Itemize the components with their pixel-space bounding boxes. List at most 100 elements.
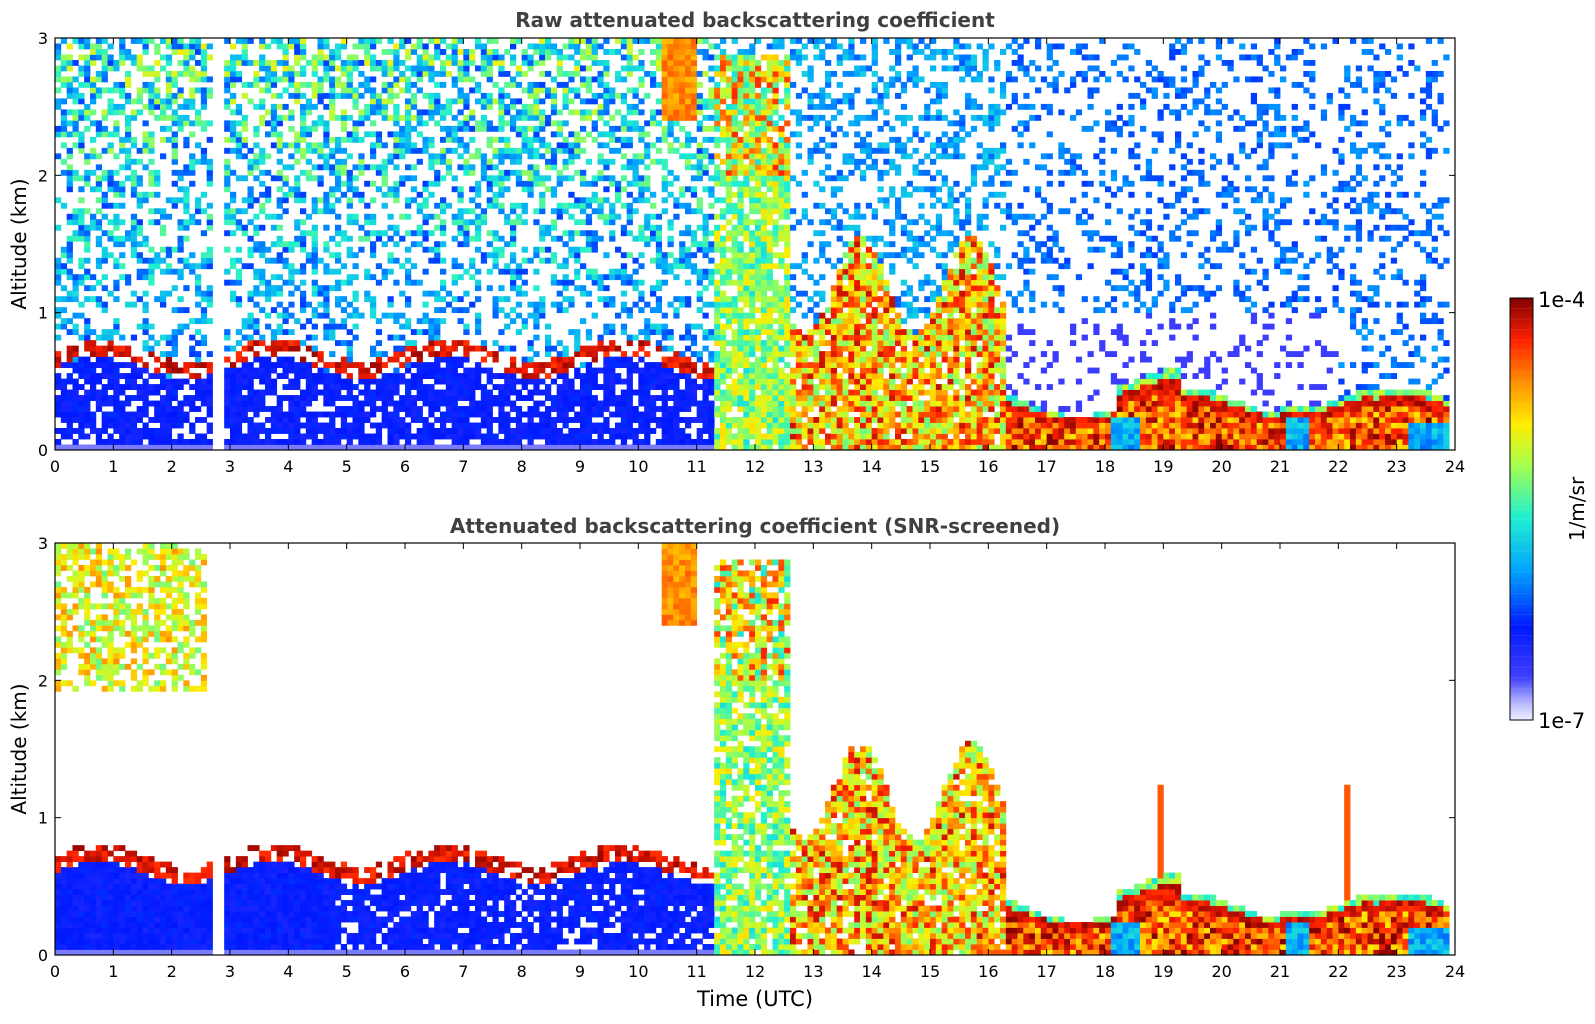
heatmap-cell [393, 54, 400, 61]
heatmap-cell [265, 81, 272, 88]
heatmap-cell [177, 268, 184, 275]
heatmap-cell [235, 76, 243, 83]
heatmap-cell [568, 356, 575, 363]
heatmap-cell [101, 65, 108, 72]
heatmap-cell [119, 334, 126, 341]
heatmap-cell [737, 290, 744, 297]
heatmap-cell [644, 197, 651, 204]
heatmap-cell [714, 312, 721, 319]
heatmap-cell [469, 345, 476, 352]
heatmap-cell [288, 406, 295, 412]
heatmap-cell [84, 389, 91, 396]
heatmap-cell [702, 230, 709, 237]
heatmap-cell [160, 98, 167, 105]
heatmap-cell [189, 384, 196, 390]
heatmap-cell [340, 406, 348, 412]
heatmap-cell [393, 384, 400, 390]
heatmap-cell [66, 433, 73, 440]
heatmap-cell [720, 169, 727, 176]
heatmap-cell [556, 411, 563, 418]
heatmap-cell [568, 252, 575, 259]
heatmap-cell [253, 422, 260, 429]
heatmap-cell [638, 197, 645, 204]
heatmap-cell [650, 362, 657, 368]
heatmap-cell [393, 147, 400, 154]
heatmap-cell [515, 439, 523, 445]
heatmap-cell [329, 439, 336, 445]
heatmap-cell [515, 219, 523, 226]
heatmap-cell [410, 175, 418, 182]
heatmap-cell [725, 54, 733, 61]
heatmap-cell [615, 274, 622, 281]
heatmap-cell [107, 384, 114, 390]
heatmap-cell [696, 120, 703, 127]
heatmap-cell [148, 334, 155, 341]
heatmap-cell [329, 164, 336, 171]
heatmap-cell [235, 373, 243, 379]
heatmap-cell [504, 411, 511, 418]
heatmap-cell [171, 246, 178, 253]
heatmap-cell [323, 444, 330, 450]
heatmap-cell [498, 400, 505, 407]
heatmap-cell [580, 384, 587, 390]
heatmap-cell [714, 175, 721, 182]
heatmap-cell [737, 213, 744, 220]
heatmap-cell [422, 439, 429, 445]
heatmap-cell [434, 400, 441, 407]
heatmap-cell [171, 389, 178, 396]
heatmap-cell [492, 400, 499, 407]
heatmap-cell [119, 406, 126, 412]
heatmap-cell [743, 340, 750, 347]
heatmap-cell [434, 224, 441, 231]
heatmap-cell [241, 318, 248, 325]
heatmap-cell [638, 65, 645, 72]
heatmap-cell [119, 87, 126, 94]
heatmap-cell [195, 219, 202, 226]
heatmap-cell [463, 422, 470, 429]
heatmap-cell [667, 345, 674, 352]
heatmap-cell [60, 114, 68, 121]
heatmap-cell [550, 120, 558, 127]
heatmap-cell [655, 444, 663, 450]
heatmap-cell [305, 345, 313, 352]
heatmap-cell [393, 411, 400, 418]
heatmap-cell [615, 197, 622, 204]
heatmap-cell [323, 268, 330, 275]
heatmap-cell [375, 279, 383, 286]
heatmap-cell [533, 285, 540, 292]
heatmap-cell [305, 59, 313, 66]
heatmap-cell [60, 169, 68, 176]
heatmap-cell [84, 114, 91, 121]
heatmap-cell [667, 428, 674, 434]
heatmap-cell [591, 351, 598, 358]
heatmap-cell [276, 120, 283, 127]
heatmap-cell [300, 147, 307, 154]
heatmap-cell [515, 395, 523, 401]
heatmap-cell [340, 367, 348, 374]
heatmap-cell [125, 345, 132, 352]
heatmap-cell [416, 38, 423, 44]
heatmap-cell [615, 180, 622, 187]
heatmap-cell [183, 439, 190, 445]
heatmap-cell [661, 59, 668, 66]
heatmap-cell [708, 400, 715, 407]
heatmap-cell [323, 439, 330, 445]
heatmap-cell [644, 120, 651, 127]
heatmap-cell [119, 59, 126, 66]
heatmap-cell [300, 219, 307, 226]
heatmap-cell [480, 406, 488, 412]
heatmap-cell [749, 428, 756, 434]
heatmap-cell [696, 224, 703, 231]
heatmap-cell [580, 175, 587, 182]
heatmap-cell [136, 389, 143, 396]
heatmap-cell [591, 367, 598, 374]
heatmap-cell [585, 268, 593, 275]
heatmap-cell [580, 81, 587, 88]
heatmap-cell [609, 268, 616, 275]
heatmap-cell [498, 208, 505, 215]
heatmap-cell [381, 406, 388, 412]
heatmap-cell [527, 433, 534, 440]
heatmap-cell [597, 208, 604, 215]
heatmap-cell [265, 384, 272, 390]
heatmap-cell [440, 378, 447, 385]
